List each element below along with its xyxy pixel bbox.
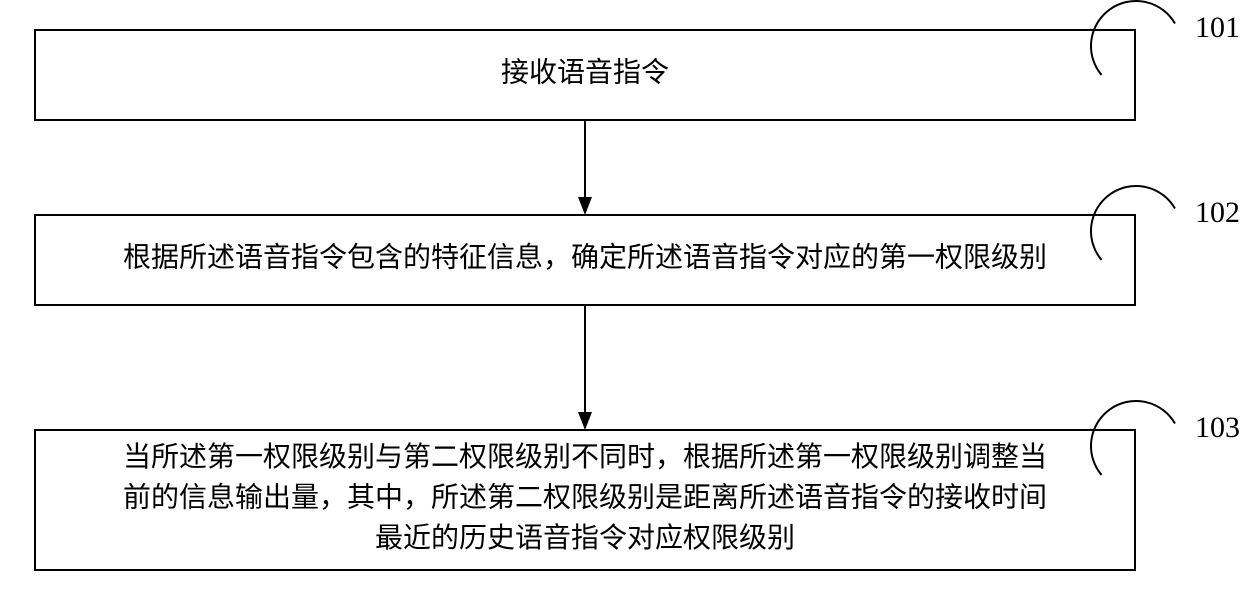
flow-node-n102: 根据所述语音指令包含的特征信息，确定所述语音指令对应的第一权限级别 102: [35, 186, 1240, 305]
flow-node-text: 前的信息输出量，其中，所述第二权限级别是距离所述语音指令的接收时间: [123, 481, 1047, 513]
flow-node-text: 接收语音指令: [501, 56, 669, 88]
flow-node-label: 101: [1195, 11, 1240, 44]
flow-node-label: 102: [1195, 196, 1240, 229]
flow-node-text: 根据所述语音指令包含的特征信息，确定所述语音指令对应的第一权限级别: [123, 241, 1047, 273]
flow-node-n101: 接收语音指令 101: [35, 1, 1240, 120]
flow-edge: [578, 120, 592, 215]
flow-node-text: 当所述第一权限级别与第二权限级别不同时，根据所述第一权限级别调整当: [123, 441, 1047, 473]
flow-node-text: 最近的历史语音指令对应权限级别: [375, 522, 795, 554]
flow-node-label: 103: [1195, 411, 1240, 444]
arrowhead-icon: [578, 197, 592, 215]
flow-node-n103: 当所述第一权限级别与第二权限级别不同时，根据所述第一权限级别调整当前的信息输出量…: [35, 401, 1240, 570]
arrowhead-icon: [578, 412, 592, 430]
flow-edge: [578, 305, 592, 430]
